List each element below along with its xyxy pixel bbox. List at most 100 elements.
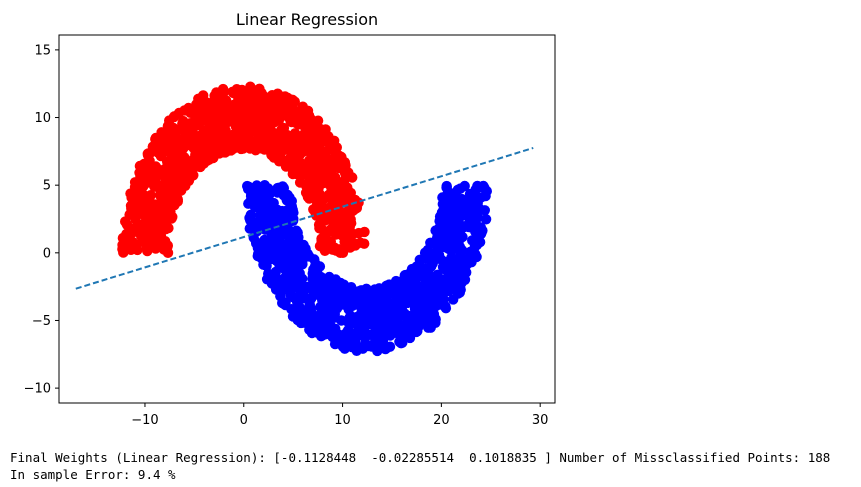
data-point — [245, 215, 256, 226]
scatter-chart: Linear Regression −10 0 10 20 30 −10 −5 0 5 10 15 — [24, 10, 556, 428]
data-point — [145, 198, 156, 210]
data-point — [147, 209, 159, 221]
data-point — [314, 123, 325, 134]
data-point — [297, 315, 309, 327]
data-point — [171, 172, 182, 184]
data-point — [134, 180, 145, 192]
data-point — [256, 100, 267, 111]
data-point — [471, 195, 482, 206]
data-point — [355, 237, 366, 248]
data-point — [402, 297, 413, 309]
data-point — [339, 175, 350, 186]
data-point — [328, 171, 339, 182]
data-point — [152, 170, 163, 181]
data-point — [297, 287, 309, 298]
data-point — [255, 129, 267, 141]
y-tick-label: 15 — [34, 43, 51, 58]
data-point — [242, 180, 253, 192]
data-point — [179, 105, 190, 116]
data-point — [276, 108, 287, 120]
data-point — [350, 336, 361, 347]
data-point — [199, 132, 211, 143]
data-point — [400, 327, 412, 339]
data-point — [430, 317, 441, 328]
data-point — [186, 159, 197, 170]
data-point — [125, 188, 136, 199]
data-point — [339, 230, 351, 241]
data-point — [249, 202, 261, 213]
data-point — [387, 327, 399, 338]
data-point — [363, 285, 374, 296]
data-point — [437, 230, 448, 241]
data-point — [439, 198, 451, 209]
data-point — [365, 316, 377, 327]
data-point — [362, 340, 374, 352]
data-point — [353, 227, 364, 239]
data-point — [265, 206, 276, 217]
data-point — [254, 219, 266, 230]
regression-line — [75, 147, 534, 290]
data-point — [266, 109, 277, 121]
data-point — [243, 101, 255, 112]
data-point — [169, 111, 180, 122]
data-point — [441, 182, 452, 193]
data-point — [429, 295, 440, 306]
data-point — [340, 216, 351, 227]
x-tick-label: 0 — [240, 413, 248, 428]
data-point — [359, 309, 371, 320]
data-point — [252, 242, 264, 254]
data-point — [359, 326, 370, 337]
data-point — [143, 172, 154, 183]
data-point — [219, 86, 230, 97]
data-point — [299, 169, 310, 180]
data-point — [287, 244, 299, 256]
data-point — [459, 274, 471, 285]
data-point — [452, 197, 463, 208]
data-point — [402, 310, 413, 321]
data-point — [447, 283, 458, 295]
data-point — [162, 240, 173, 251]
y-tick-label: 10 — [34, 111, 51, 126]
data-point — [335, 277, 346, 289]
data-point — [161, 156, 173, 167]
x-tick-label: 20 — [433, 413, 450, 428]
data-point — [455, 183, 466, 194]
data-point — [448, 294, 459, 305]
data-point — [342, 241, 353, 252]
data-point — [156, 127, 167, 138]
data-point — [231, 115, 242, 126]
data-point — [275, 251, 286, 262]
y-tick-label: −10 — [24, 382, 51, 397]
data-point — [336, 315, 347, 326]
data-point — [278, 190, 289, 201]
data-point — [293, 144, 304, 155]
data-point — [254, 120, 265, 131]
data-point — [433, 278, 445, 289]
y-tick-label: 5 — [43, 179, 51, 194]
data-point — [314, 223, 325, 234]
data-point — [285, 116, 296, 127]
data-point — [439, 285, 450, 297]
data-point — [284, 255, 296, 266]
data-point — [454, 212, 465, 223]
data-point — [118, 247, 129, 258]
data-point — [309, 160, 321, 171]
data-point — [136, 231, 147, 242]
data-point — [284, 156, 295, 168]
data-point — [231, 84, 242, 95]
data-point — [295, 246, 306, 257]
data-point — [265, 138, 276, 150]
data-point — [276, 210, 288, 221]
data-point — [190, 142, 201, 153]
data-point — [289, 267, 300, 278]
data-point — [209, 139, 221, 151]
data-point — [124, 209, 135, 220]
data-point — [123, 231, 134, 242]
data-point — [351, 202, 363, 214]
data-point — [220, 98, 231, 109]
data-point — [321, 234, 332, 245]
data-point — [331, 221, 343, 232]
data-point — [279, 227, 290, 238]
data-point — [232, 135, 244, 147]
data-point — [391, 317, 402, 328]
